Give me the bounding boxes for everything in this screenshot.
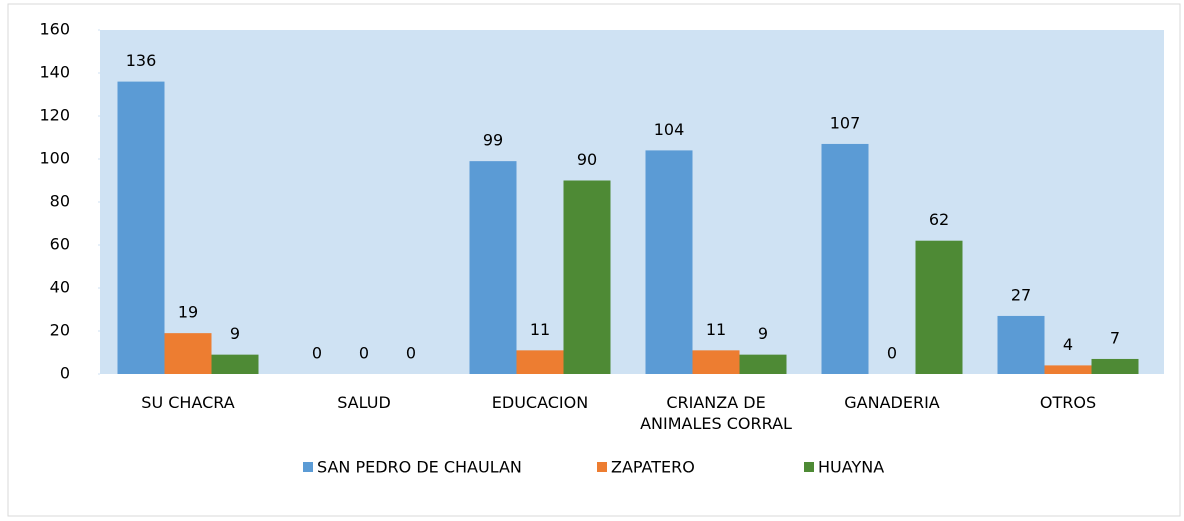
y-tick-label: 120 [39,106,70,125]
bar [164,333,212,374]
x-tick-label: GANADERIA [844,393,940,412]
data-label: 0 [406,344,416,363]
data-label: 7 [1110,328,1120,347]
x-tick-label: OTROS [1039,393,1097,412]
x-tick-label: SALUD [337,393,391,412]
legend-label: ZAPATERO [611,458,695,477]
y-tick-label: 20 [50,321,70,340]
y-tick-label: 160 [39,20,70,39]
y-tick-label: 100 [39,149,70,168]
bar [692,350,740,374]
data-label: 104 [654,120,685,139]
legend-label: SAN PEDRO DE CHAULAN [317,458,522,477]
bar [516,350,564,374]
plot-area [100,30,1164,374]
data-label: 99 [483,131,503,150]
data-label: 0 [887,344,897,363]
bar [469,161,517,374]
legend-label: HUAYNA [818,458,884,477]
data-label: 0 [359,344,369,363]
y-tick-label: 0 [60,364,70,383]
bar [645,150,693,374]
x-tick-label: EDUCACION [491,393,589,412]
x-tick-label: SU CHACRA [141,393,235,412]
y-tick-label: 60 [50,235,70,254]
bar [1044,365,1092,374]
data-label: 62 [929,210,949,229]
bar [1091,358,1139,374]
legend-swatch [597,462,607,472]
data-label: 136 [126,51,157,70]
bar [915,240,963,374]
legend-swatch [303,462,313,472]
data-label: 0 [312,344,322,363]
bar [563,180,611,374]
x-tick-label: CRIANZA DE ANIMALES CORRAL [640,393,792,433]
bar [211,354,259,374]
data-label: 11 [530,320,550,339]
chart-border [7,3,1181,517]
legend-swatch [804,462,814,472]
data-label: 9 [230,324,240,343]
data-label: 19 [178,303,198,322]
data-label: 4 [1063,335,1073,354]
data-label: 90 [577,150,597,169]
data-label: 27 [1011,285,1031,304]
data-label: 11 [706,320,726,339]
data-label: 9 [758,324,768,343]
y-tick-label: 140 [39,63,70,82]
bar [997,315,1045,374]
bar [739,354,787,374]
bar [821,143,869,374]
data-label: 107 [830,113,861,132]
y-tick-label: 80 [50,192,70,211]
bar [117,81,165,374]
y-tick-label: 40 [50,278,70,297]
